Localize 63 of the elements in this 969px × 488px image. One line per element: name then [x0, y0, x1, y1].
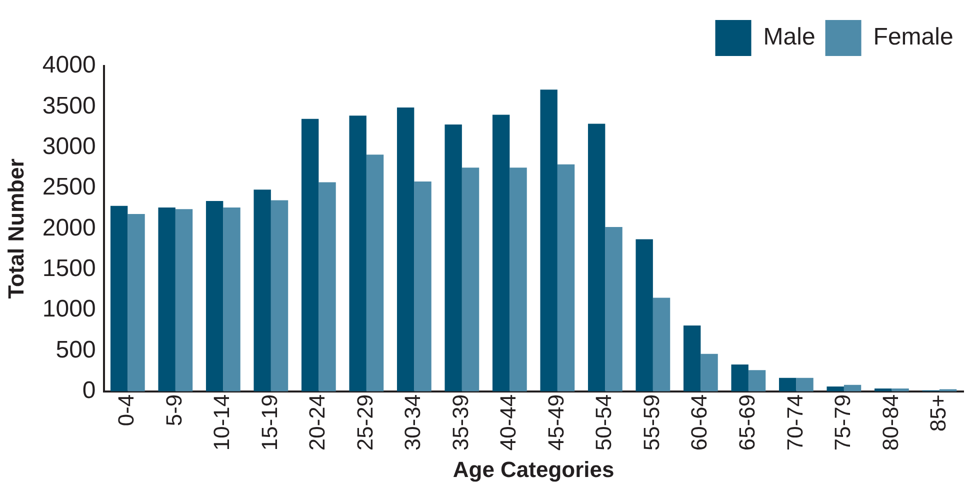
bar — [206, 201, 224, 392]
bar — [110, 206, 128, 392]
bar — [366, 154, 384, 392]
bar — [396, 107, 414, 392]
y-tick-label: 3000 — [42, 132, 96, 160]
bar — [158, 208, 176, 392]
y-axis-title: Total Number — [3, 158, 28, 299]
bar — [492, 114, 510, 392]
bar — [731, 364, 748, 392]
bar — [588, 124, 606, 392]
bar — [175, 209, 193, 392]
x-tick-label: 35-39 — [448, 394, 473, 451]
x-tick-label: 85+ — [926, 394, 951, 432]
x-tick-label: 45-49 — [543, 394, 568, 451]
y-tick-label: 0 — [82, 376, 96, 404]
x-tick-label: 60-64 — [686, 394, 712, 451]
bar — [605, 227, 622, 392]
y-tick-label: 2500 — [42, 174, 96, 201]
x-tick-label: 5-9 — [161, 394, 186, 426]
y-tick-label: 1000 — [42, 296, 96, 323]
x-axis-title: Age Categories — [452, 456, 614, 482]
bar — [683, 325, 701, 392]
x-tick-label: 40-44 — [496, 394, 521, 451]
bar — [778, 378, 796, 392]
bar — [557, 164, 575, 392]
x-tick-label: 50-54 — [591, 394, 616, 451]
bar — [414, 181, 432, 392]
bar — [254, 190, 271, 392]
bar — [444, 124, 462, 392]
x-tick-label: 10-14 — [209, 394, 234, 451]
bar — [270, 200, 288, 392]
y-tick-label: 1500 — [42, 254, 96, 282]
x-tick-label: 55-59 — [638, 394, 664, 451]
bar — [636, 239, 653, 392]
legend-label: Male — [763, 24, 816, 51]
x-tick-label: 65-69 — [734, 394, 760, 451]
y-tick-label: 3500 — [42, 92, 96, 120]
x-tick-label: 30-34 — [400, 394, 426, 451]
bar — [748, 370, 766, 392]
bar — [349, 116, 366, 392]
bar — [826, 386, 844, 392]
bar — [700, 354, 718, 392]
y-tick-label: 2000 — [42, 214, 96, 242]
bar — [223, 208, 240, 392]
bar — [844, 384, 862, 392]
legend-label: Female — [873, 24, 954, 51]
x-tick-label: 20-24 — [304, 394, 330, 451]
bar — [540, 90, 558, 392]
x-tick-label: 25-29 — [352, 394, 378, 451]
bar — [796, 378, 814, 392]
x-tick-label: 0-4 — [114, 394, 139, 426]
y-tick-label: 4000 — [42, 52, 96, 79]
x-tick-label: 80-84 — [878, 394, 903, 451]
bar — [128, 214, 145, 392]
bar — [318, 182, 336, 392]
y-tick-label: 500 — [56, 336, 96, 364]
x-tick-label: 15-19 — [256, 394, 282, 451]
x-tick-label: 70-74 — [782, 394, 808, 451]
bar — [510, 168, 527, 392]
x-tick-label: 75-79 — [830, 394, 855, 451]
bar — [652, 298, 670, 392]
bar — [301, 118, 319, 392]
bar — [462, 168, 480, 392]
